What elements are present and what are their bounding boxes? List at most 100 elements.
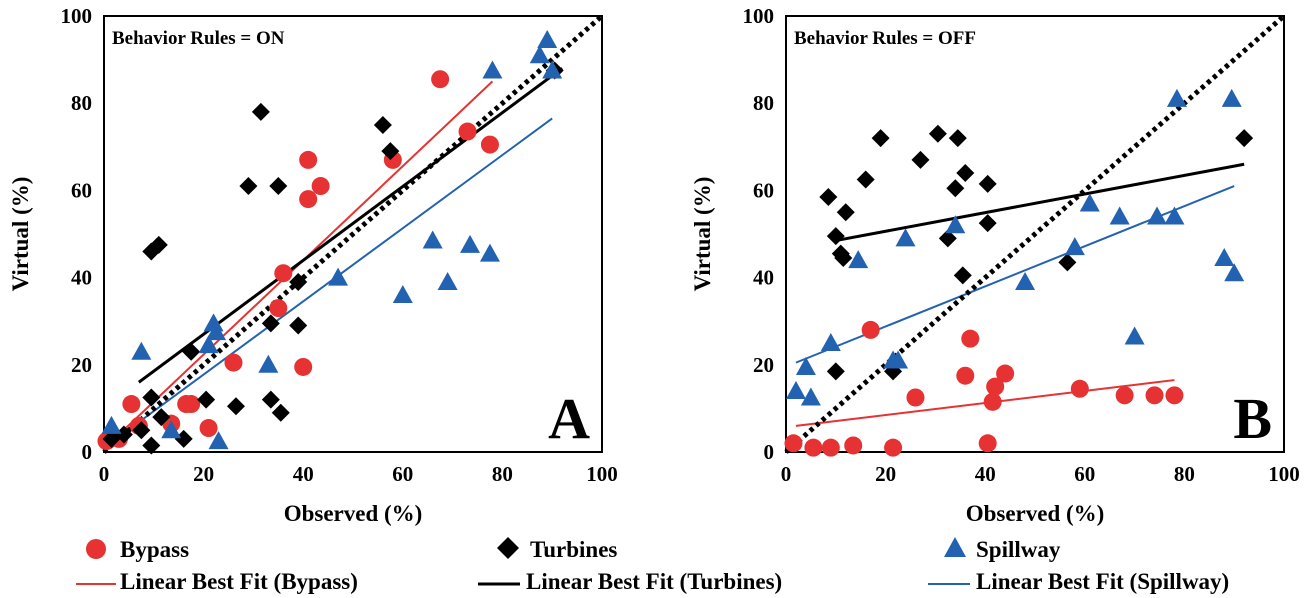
panel-b-fit-linear-best-fit-turbines — [835, 162, 1245, 243]
panel-a-y-tick-label: 20 — [71, 353, 92, 377]
panel-b-turbines-point — [836, 203, 855, 222]
panel-b-spillway-point — [1221, 88, 1242, 107]
panel-b-turbines-point — [938, 229, 957, 248]
panel-a-y-tick-label: 40 — [71, 266, 92, 290]
legend-fit-bypass-label: Linear Best Fit (Bypass) — [120, 569, 358, 594]
panel-a-turbines-point — [271, 403, 290, 422]
panel-a-x-axis-label: Observed (%) — [284, 501, 423, 526]
panel-b-spillway-point — [888, 350, 909, 369]
panel-b-turbines-point — [1235, 129, 1254, 148]
panel-a-y-axis-label: Virtual (%) — [8, 177, 33, 292]
legend-item-turbines: Turbines — [497, 537, 617, 562]
panel-a-spillway-point — [529, 45, 550, 64]
panel-b-spillway-point — [1064, 237, 1085, 256]
panel-a-bypass-point — [274, 264, 293, 283]
panel-a-y-tick-label: 100 — [61, 4, 93, 28]
panel-a-spillway-point — [206, 322, 227, 341]
panel-a-bypass-point — [299, 150, 318, 169]
panel-a-y-tick-label: 0 — [82, 440, 93, 464]
panel-b-bypass-point — [961, 329, 980, 348]
panel-b-x-tick-label: 20 — [875, 462, 896, 486]
panel-b-turbines-point — [826, 227, 845, 246]
panel-a-spillway-point — [422, 230, 443, 249]
panel-b-turbines-point — [978, 174, 997, 193]
panel-a-bypass-point — [182, 395, 201, 414]
panel-b-bypass-point — [804, 438, 823, 457]
panel-b-letter: B — [1233, 386, 1272, 451]
panel-b-spillway-point — [1166, 88, 1187, 107]
panel-b-turbines-point — [928, 124, 947, 143]
panel-b-spillway-point — [1224, 263, 1245, 282]
panel-b-x-tick-label: 60 — [1074, 462, 1095, 486]
legend-spillway-label: Spillway — [976, 537, 1061, 562]
panel-a-turbines-point — [239, 177, 258, 196]
panel-a-y-tick-label: 60 — [71, 178, 92, 202]
panel-a-spillway-point — [131, 341, 152, 360]
panel-a-turbines-point — [373, 116, 392, 134]
panel-b-bypass-point — [1145, 386, 1164, 405]
panel-a-bypass-point — [431, 70, 450, 89]
panel-a-bypass-point — [122, 395, 141, 414]
panel-b-bypass-point — [844, 436, 863, 455]
panel-a-turbines-point — [289, 272, 308, 291]
panel-b-y-tick-label: 60 — [753, 178, 774, 202]
panel-a-x-tick-label: 100 — [586, 462, 618, 486]
legend-item-bypass: Bypass — [86, 537, 189, 562]
panel-b-turbines-point — [871, 129, 890, 148]
panel-b-bypass-point — [1115, 386, 1134, 405]
panel-b-spillway-point — [785, 380, 806, 399]
panel-a-bypass-point — [480, 135, 499, 154]
panel-b-bypass-point — [986, 377, 1005, 396]
panel-a-bypass-point — [269, 299, 288, 318]
panel-a-turbines-point — [269, 177, 288, 196]
panel-b-spillway-point — [945, 215, 966, 234]
panel-b-spillway-point — [1164, 206, 1185, 225]
panel-b-spillway-point — [795, 356, 816, 375]
panel-b-fit-linear-best-fit-spillway — [795, 185, 1235, 364]
panel-b-turbines-point — [946, 179, 965, 198]
panel-a-x-tick-label: 80 — [492, 462, 513, 486]
panel-b-spillway-point — [1109, 206, 1130, 225]
panel-a-spillway-point — [161, 420, 182, 439]
panel-a-bypass-point — [311, 177, 330, 196]
panel-b-spillway-point — [848, 250, 869, 269]
panel-a-turbines-point — [261, 314, 280, 333]
panel-b-x-axis-label: Observed (%) — [966, 501, 1105, 526]
panel-a-spillway-point — [460, 234, 481, 253]
panel-a-bypass-point — [299, 190, 318, 209]
panel-a-turbines-point — [149, 235, 168, 254]
panel-b-turbines-point — [834, 248, 853, 267]
panel-a-turbines-point — [132, 421, 151, 440]
panel-b-x-tick-label: 100 — [1268, 462, 1300, 486]
panel-b-bypass-point — [1165, 386, 1184, 405]
panel-b-spillway-point — [1015, 271, 1036, 290]
panel-a-turbines-point — [251, 102, 270, 121]
panel-a-spillway-point — [392, 285, 413, 304]
panel-a-turbines-point — [142, 388, 161, 407]
panel-a-turbines-point — [226, 397, 245, 416]
panel-b-frame — [785, 15, 1285, 453]
panel-a-spillway-point — [208, 431, 229, 450]
panel-b-turbines-point — [826, 362, 845, 381]
panel-a-spillway-point — [198, 335, 219, 354]
panel-b-identity-line — [784, 14, 1286, 454]
panel-a-turbines-point — [114, 425, 133, 444]
panel-b-bypass-point — [1070, 379, 1089, 398]
legend-spillway-marker — [944, 537, 966, 557]
panel-b-bypass-point — [884, 438, 903, 457]
panel-a-spillway-point — [542, 60, 563, 79]
panel-a-bypass-point — [458, 122, 477, 141]
panel-b-bypass-point — [956, 366, 975, 385]
panel-b-turbines-point — [819, 187, 838, 206]
panel-a: 0 20 40 60 80 100 0 20 40 60 80 100 Observed (%) Virt… — [8, 4, 618, 526]
legend-bypass-marker — [86, 539, 106, 559]
panel-a-fit-linear-best-fit-turbines — [137, 67, 564, 384]
panel-b-x-tick-label: 80 — [1174, 462, 1195, 486]
panel-b-y-tick-label: 20 — [753, 353, 774, 377]
panel-a-turbines-point — [142, 436, 161, 455]
panel-a-identity-line — [102, 14, 604, 454]
panel-a-bypass-point — [224, 353, 243, 372]
panel-b-bypass-point — [821, 438, 840, 457]
panel-a-turbines-point — [261, 390, 280, 409]
panel-a-spillway-point — [537, 29, 558, 48]
